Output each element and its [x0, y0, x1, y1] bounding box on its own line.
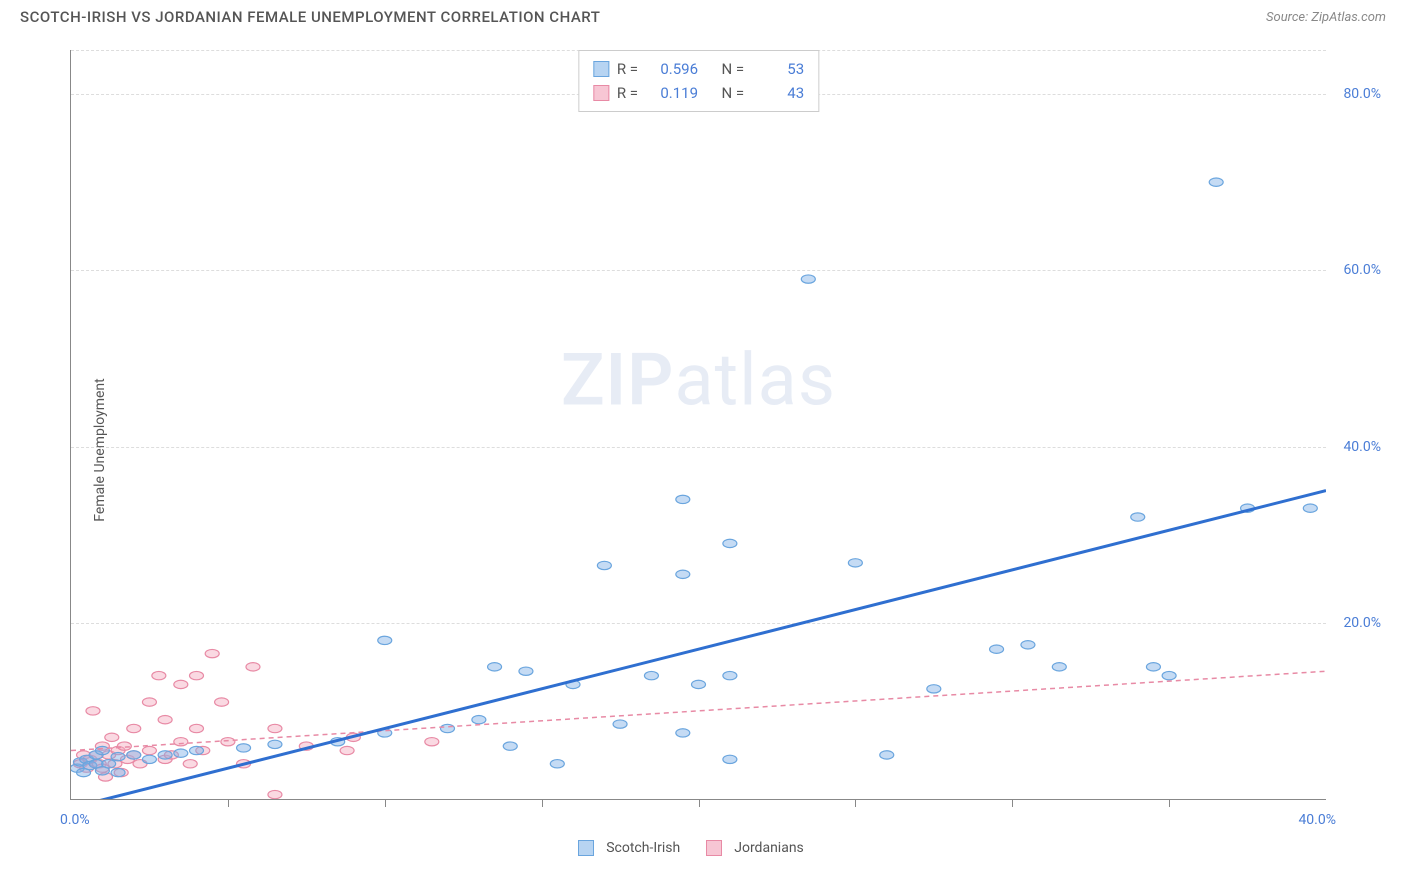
data-point [142, 698, 156, 706]
data-point [174, 738, 188, 746]
data-point [880, 751, 894, 759]
data-point [86, 707, 100, 715]
data-point [1052, 663, 1066, 671]
data-point [158, 716, 172, 724]
data-point [1303, 504, 1317, 512]
r-value: 0.596 [646, 57, 698, 81]
data-point [723, 539, 737, 547]
data-point [205, 649, 219, 657]
x-tick [699, 799, 700, 807]
plot-region: ZIPatlas R =0.596 N =53R =0.119 N =43 20… [70, 50, 1326, 800]
legend-label: Scotch-Irish [606, 840, 680, 856]
source-label: Source: ZipAtlas.com [1266, 10, 1386, 25]
x-min-label: 0.0% [60, 812, 90, 828]
data-point [105, 733, 119, 741]
data-point [927, 685, 941, 693]
data-point [1131, 513, 1145, 521]
data-point [723, 755, 737, 763]
data-point [190, 724, 204, 732]
data-point [1209, 178, 1223, 186]
data-point [190, 671, 204, 679]
data-point [268, 740, 282, 748]
x-tick [385, 799, 386, 807]
stat-row: R = 0.596 N = 53 [593, 57, 804, 81]
data-point [488, 663, 502, 671]
data-point [676, 495, 690, 503]
data-point [190, 746, 204, 754]
y-tick-label: 80.0% [1343, 86, 1381, 102]
data-point [613, 720, 627, 728]
x-tick [1012, 799, 1013, 807]
data-point [1146, 663, 1160, 671]
y-tick-label: 40.0% [1343, 439, 1381, 455]
data-point [676, 729, 690, 737]
data-point [990, 645, 1004, 653]
r-label: R = [617, 81, 638, 105]
data-point [644, 671, 658, 679]
chart-area: Female Unemployment ZIPatlas R =0.596 N … [20, 40, 1386, 860]
data-point [174, 680, 188, 688]
data-point [215, 698, 229, 706]
data-point [142, 755, 156, 763]
trend-line [71, 491, 1326, 799]
data-point [237, 744, 251, 752]
data-point [801, 275, 815, 283]
legend-swatch [578, 840, 594, 856]
data-point [597, 561, 611, 569]
data-point [268, 790, 282, 798]
legend: Scotch-Irish Jordanians [70, 840, 1326, 856]
data-point [246, 663, 260, 671]
n-value: 53 [752, 57, 804, 81]
data-point [111, 753, 125, 761]
y-tick-label: 20.0% [1343, 615, 1381, 631]
data-point [848, 559, 862, 567]
data-point [142, 746, 156, 754]
data-point [221, 738, 235, 746]
data-point [519, 667, 533, 675]
legend-label: Jordanians [734, 840, 804, 856]
data-point [1162, 671, 1176, 679]
n-value: 43 [752, 81, 804, 105]
r-value: 0.119 [646, 81, 698, 105]
data-point [268, 724, 282, 732]
data-point [127, 724, 141, 732]
x-tick [228, 799, 229, 807]
data-point [676, 570, 690, 578]
x-axis-labels: 0.0% 40.0% [70, 812, 1326, 832]
series-swatch [593, 61, 609, 77]
data-point [102, 760, 116, 768]
data-point [1021, 641, 1035, 649]
series-swatch [593, 85, 609, 101]
data-point [723, 671, 737, 679]
legend-swatch [706, 840, 722, 856]
data-point [503, 742, 517, 750]
data-point [111, 768, 125, 776]
x-tick [1169, 799, 1170, 807]
data-point [378, 636, 392, 644]
data-point [152, 671, 166, 679]
data-point [425, 738, 439, 746]
n-label: N = [722, 81, 745, 105]
chart-title: SCOTCH-IRISH VS JORDANIAN FEMALE UNEMPLO… [20, 8, 600, 26]
data-point [441, 724, 455, 732]
data-point [158, 751, 172, 759]
data-point [692, 680, 706, 688]
data-point [472, 716, 486, 724]
data-point [340, 746, 354, 754]
x-max-label: 40.0% [1298, 812, 1336, 828]
data-point [183, 760, 197, 768]
data-point [550, 760, 564, 768]
plot-svg [71, 50, 1326, 799]
r-label: R = [617, 57, 638, 81]
y-tick-label: 60.0% [1343, 262, 1381, 278]
x-tick [855, 799, 856, 807]
correlation-stat-box: R = 0.596 N = 53 R = 0.119 N = 43 [578, 50, 819, 112]
n-label: N = [722, 57, 745, 81]
x-tick [542, 799, 543, 807]
data-point [174, 749, 188, 757]
stat-row: R = 0.119 N = 43 [593, 81, 804, 105]
data-point [127, 751, 141, 759]
